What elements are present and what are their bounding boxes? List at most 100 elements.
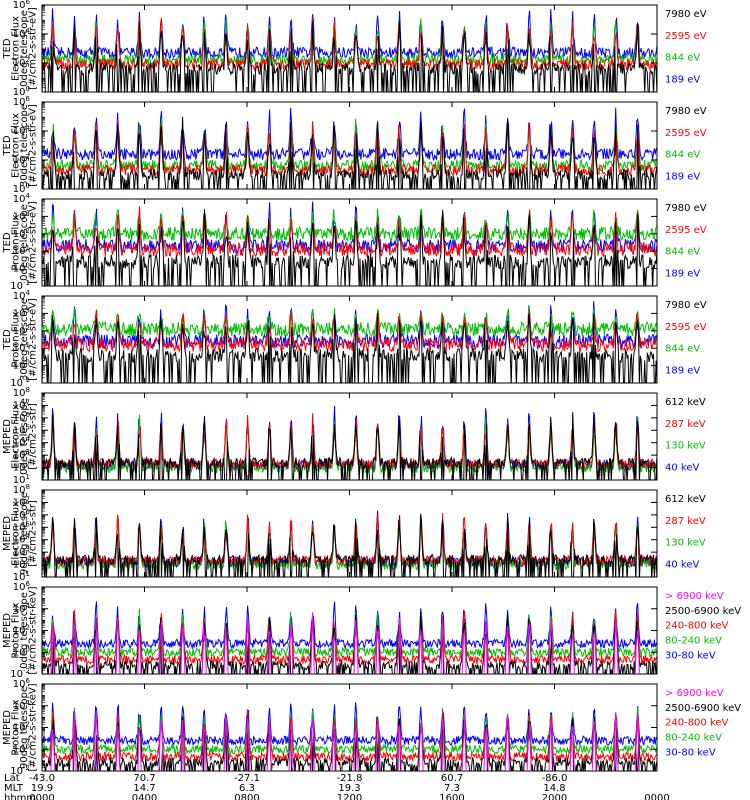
legend-entry: 189 eV — [665, 268, 700, 279]
x-tick-label: 0400 — [132, 793, 157, 800]
x-tick-label: 60.7 — [441, 773, 463, 784]
series-red — [42, 310, 657, 354]
y-axis-label: TED — [2, 38, 13, 59]
x-tick-label: 1600 — [439, 793, 464, 800]
y-axis-label: [#/cm2-s-str] — [28, 500, 39, 567]
x-axis: LatMLThhmm2021-43.019.90000Mar 2670.714.… — [4, 773, 670, 800]
x-row-label: Lat — [4, 773, 20, 784]
x-tick-label: 0000 — [644, 793, 669, 800]
series-green — [42, 208, 657, 242]
legend-entry: 30-80 keV — [665, 747, 716, 758]
x-tick-label: 0800 — [234, 793, 259, 800]
y-axis-label: Proton Flux — [11, 602, 22, 658]
y-axis-label: [#/cm2-s-str-eV] — [28, 104, 39, 187]
legend-entry: 189 eV — [665, 74, 700, 85]
series-red — [42, 413, 657, 471]
y-axis-label: MEPED — [2, 516, 13, 551]
legend-entry: 130 keV — [665, 441, 706, 452]
legend-entry: 240-800 keV — [665, 718, 729, 729]
series-group — [42, 107, 657, 189]
series-blue — [42, 601, 657, 650]
series-black — [42, 513, 657, 577]
x-row-label: hhmm — [4, 793, 36, 800]
series-red — [42, 709, 657, 763]
legend-entry: 612 keV — [665, 397, 706, 408]
legend-entry: 7980 eV — [665, 300, 707, 311]
x-tick-label: 1200 — [337, 793, 362, 800]
series-blue — [42, 107, 657, 162]
y-axis-label: MEPED — [2, 419, 13, 454]
series-red — [42, 609, 657, 666]
y-axis-label: [#/cm2-s-str-eV] — [28, 298, 39, 381]
y-axis-label: MEPED — [2, 613, 13, 648]
series-group — [42, 301, 657, 383]
x-row-label: MLT — [4, 783, 24, 794]
x-tick-label: 14.8 — [543, 783, 565, 794]
y-axis-label: 90deg telescope — [19, 492, 30, 575]
x-tick-label: -86.0 — [542, 773, 568, 784]
x-tick-label: -43.0 — [29, 773, 55, 784]
x-tick-label: 6.3 — [239, 783, 255, 794]
legend-entry: > 6900 keV — [665, 688, 724, 699]
series-blue — [42, 702, 657, 747]
series-black — [42, 612, 657, 674]
legend-entry: 2500-6900 keV — [665, 606, 741, 617]
y-axis-label: 0deg telescope — [19, 204, 30, 281]
x-tick-label: 70.7 — [133, 773, 155, 784]
legend-entry: 130 keV — [665, 538, 706, 549]
y-axis-label: 0deg telescope — [19, 10, 30, 87]
series-green — [42, 306, 657, 338]
y-axis-label: 90deg telescope — [19, 686, 30, 769]
legend-entry: 189 eV — [665, 365, 700, 376]
series-red — [42, 206, 657, 259]
legend-entry: > 6900 keV — [665, 591, 724, 602]
series-green — [42, 707, 657, 756]
legend-entry: 7980 eV — [665, 9, 707, 20]
y-axis-label: Electron Flux — [11, 404, 22, 469]
series-green — [42, 608, 657, 659]
legend-entry: 2595 eV — [665, 128, 707, 139]
y-axis-label: 0deg telescope — [19, 398, 30, 475]
series-blue — [42, 8, 657, 61]
series-group — [42, 8, 657, 92]
legend-entry: 30-80 keV — [665, 650, 716, 661]
y-axis-label: TED — [2, 135, 13, 156]
legend-entry: 612 keV — [665, 494, 706, 505]
legend-entry: 2595 eV — [665, 322, 707, 333]
y-tick-label: 106 — [13, 0, 31, 11]
x-tick-label: 19.3 — [338, 783, 360, 794]
x-tick-label: 2000 — [542, 793, 567, 800]
series-black — [42, 209, 657, 286]
x-tick-label: 0000 — [29, 793, 54, 800]
series-group — [42, 601, 657, 674]
y-axis-label: TED — [2, 329, 13, 350]
series-green — [42, 17, 657, 68]
series-black — [42, 21, 657, 92]
legend-entry: 80-240 keV — [665, 635, 722, 646]
x-tick-label: -21.8 — [337, 773, 363, 784]
y-axis-label: Electron Flux — [11, 16, 22, 81]
legend-entry: 844 eV — [665, 150, 700, 161]
y-axis-label: MEPED — [2, 710, 13, 745]
y-axis-label: Proton Flux — [11, 699, 22, 755]
series-group — [42, 405, 657, 480]
x-tick-label: 19.9 — [31, 783, 53, 794]
series-black — [42, 313, 657, 383]
legend-entry: 189 eV — [665, 171, 700, 182]
y-axis-label: [#/cm2-s-str-eV] — [28, 7, 39, 90]
series-group — [42, 201, 657, 286]
legend-entry: 2595 eV — [665, 225, 707, 236]
legend-entry: 844 eV — [665, 53, 700, 64]
y-axis-label: [#/cm2-s-str-eV] — [28, 201, 39, 284]
y-axis-label: [#/cm2-s-str-keV] — [28, 586, 39, 674]
y-axis-label: TED — [2, 232, 13, 253]
y-axis-label: [#/cm2-s-str-keV] — [28, 683, 39, 771]
y-axis-label: Electron Flux — [11, 501, 22, 566]
